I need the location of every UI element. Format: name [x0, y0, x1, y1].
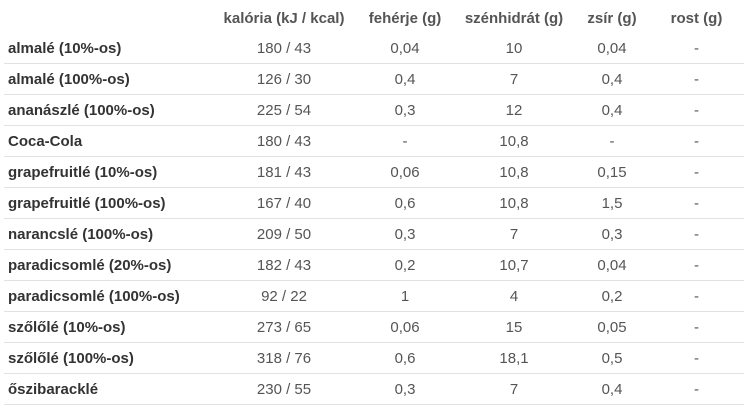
cell-fiber: - — [649, 373, 744, 405]
cell-fat: 0,15 — [575, 156, 649, 188]
cell-product: Coca-Cola — [4, 125, 211, 157]
cell-carbohydrate: 10,7 — [453, 249, 575, 281]
header-fiber: rost (g) — [670, 10, 723, 27]
header-product — [4, 4, 211, 33]
cell-calories: 273 / 65 — [211, 311, 357, 343]
table-row: paradicsomlé (20%-os) 182 / 43 0,2 10,7 0,04… — [4, 249, 744, 281]
cell-product: paradicsomlé (100%-os) — [4, 280, 211, 312]
table-row: almalé (100%-os) 126 / 30 0,4 7 0,4- — [4, 63, 744, 95]
cell-carbohydrate: 18,1 — [453, 342, 575, 374]
cell-carbohydrate: 7 — [453, 373, 575, 405]
header-calories: kalória (kJ / kcal) — [223, 10, 345, 27]
cell-carbohydrate: 15 — [453, 311, 575, 343]
nutrition-table: kalória (kJ / kcal) fehérje (g) szénhidr… — [4, 4, 744, 405]
table-row: őszibaracklé 230 / 55 0,3 7 0,4- — [4, 373, 744, 405]
cell-product: grapefruitlé (100%-os) — [4, 187, 211, 219]
cell-carbohydrate: 10,8 — [453, 125, 575, 157]
cell-fat: 0,4 — [575, 63, 649, 95]
cell-carbohydrate: 7 — [453, 63, 575, 95]
cell-protein: 1 — [357, 280, 453, 312]
cell-fiber: - — [649, 342, 744, 374]
cell-fat: - — [575, 125, 649, 157]
table-row: narancslé (100%-os) 209 / 50 0,3 7 0,3- — [4, 218, 744, 250]
table-row: ananászlé (100%-os) 225 / 54 0,3 12 0,4- — [4, 94, 744, 126]
table-row: grapefruitlé (100%-os) 167 / 40 0,6 10,8 1,5… — [4, 187, 744, 219]
cell-calories: 180 / 43 — [211, 125, 357, 157]
cell-carbohydrate: 10 — [453, 33, 575, 64]
cell-protein: 0,3 — [357, 218, 453, 250]
table-row: szőlőlé (10%-os) 273 / 65 0,06 15 0,05- — [4, 311, 744, 343]
table-row: szőlőlé (100%-os) 318 / 76 0,6 18,1 0,5- — [4, 342, 744, 374]
cell-fiber: - — [649, 187, 744, 219]
cell-fiber: - — [649, 311, 744, 343]
cell-protein: 0,3 — [357, 94, 453, 126]
cell-calories: 180 / 43 — [211, 33, 357, 64]
cell-calories: 230 / 55 — [211, 373, 357, 405]
cell-carbohydrate: 10,8 — [453, 156, 575, 188]
cell-fiber: - — [649, 249, 744, 281]
cell-calories: 92 / 22 — [211, 280, 357, 312]
cell-protein: 0,2 — [357, 249, 453, 281]
cell-calories: 209 / 50 — [211, 218, 357, 250]
cell-protein: 0,4 — [357, 63, 453, 95]
cell-protein: 0,6 — [357, 187, 453, 219]
cell-protein: 0,04 — [357, 33, 453, 64]
cell-fiber: - — [649, 218, 744, 250]
table-row: Coca-Cola 180 / 43-10,8- - — [4, 125, 744, 157]
cell-protein: 0,06 — [357, 156, 453, 188]
cell-carbohydrate: 7 — [453, 218, 575, 250]
header-protein: fehérje (g) — [368, 10, 442, 27]
header-carbohydrate: szénhidrát (g) — [464, 10, 564, 27]
cell-fat: 0,4 — [575, 373, 649, 405]
cell-product: őszibaracklé — [4, 373, 211, 405]
cell-protein: 0,3 — [357, 373, 453, 405]
cell-calories: 318 / 76 — [211, 342, 357, 374]
cell-fiber: - — [649, 156, 744, 188]
cell-product: szőlőlé (100%-os) — [4, 342, 211, 374]
cell-protein: - — [357, 125, 453, 157]
cell-fat: 0,3 — [575, 218, 649, 250]
table-row: grapefruitlé (10%-os) 181 / 43 0,06 10,8 0,1… — [4, 156, 744, 188]
cell-fat: 0,04 — [575, 249, 649, 281]
cell-fiber: - — [649, 280, 744, 312]
cell-protein: 0,06 — [357, 311, 453, 343]
cell-product: ananászlé (100%-os) — [4, 94, 211, 126]
header-row: kalória (kJ / kcal) fehérje (g) szénhidr… — [4, 4, 744, 33]
cell-fat: 0,05 — [575, 311, 649, 343]
cell-product: almalé (10%-os) — [4, 33, 211, 64]
table-body: almalé (10%-os) 180 / 43 0,04 10 0,04- almalé… — [4, 33, 744, 405]
table-row: almalé (10%-os) 180 / 43 0,04 10 0,04- — [4, 33, 744, 64]
cell-product: paradicsomlé (20%-os) — [4, 249, 211, 281]
cell-fat: 0,2 — [575, 280, 649, 312]
cell-fiber: - — [649, 125, 744, 157]
cell-calories: 167 / 40 — [211, 187, 357, 219]
cell-fiber: - — [649, 94, 744, 126]
cell-fat: 0,04 — [575, 33, 649, 64]
cell-carbohydrate: 10,8 — [453, 187, 575, 219]
cell-protein: 0,6 — [357, 342, 453, 374]
cell-calories: 126 / 30 — [211, 63, 357, 95]
cell-carbohydrate: 12 — [453, 94, 575, 126]
cell-fat: 0,4 — [575, 94, 649, 126]
cell-fat: 1,5 — [575, 187, 649, 219]
cell-fiber: - — [649, 63, 744, 95]
cell-product: szőlőlé (10%-os) — [4, 311, 211, 343]
cell-fiber: - — [649, 33, 744, 64]
table-header: kalória (kJ / kcal) fehérje (g) szénhidr… — [4, 4, 744, 33]
table-row: paradicsomlé (100%-os) 92 / 22 1 4 0,2- — [4, 280, 744, 312]
cell-calories: 181 / 43 — [211, 156, 357, 188]
cell-calories: 225 / 54 — [211, 94, 357, 126]
header-fat: zsír (g) — [587, 10, 637, 27]
cell-carbohydrate: 4 — [453, 280, 575, 312]
cell-product: narancslé (100%-os) — [4, 218, 211, 250]
cell-calories: 182 / 43 — [211, 249, 357, 281]
cell-product: almalé (100%-os) — [4, 63, 211, 95]
cell-fat: 0,5 — [575, 342, 649, 374]
cell-product: grapefruitlé (10%-os) — [4, 156, 211, 188]
